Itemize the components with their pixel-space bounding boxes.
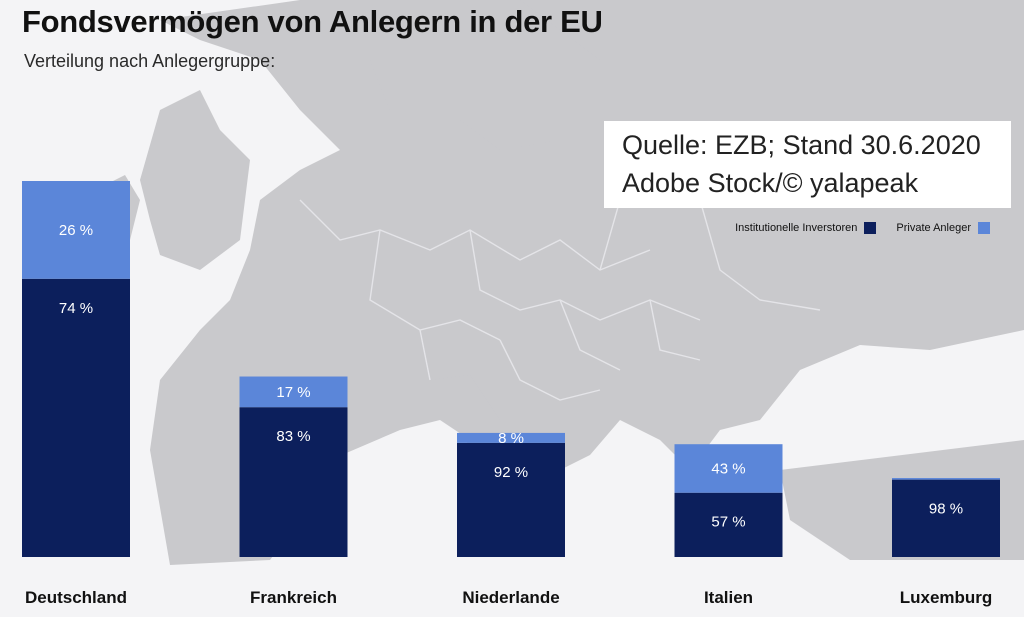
legend-label-institutional: Institutionelle Inverstoren [735,222,858,234]
data-label-private-niederlande: 8 % [498,430,524,447]
legend: Institutionelle Inverstoren Private Anle… [735,222,990,234]
bar-institutional-frankreich [239,407,348,557]
data-label-institutional-luxemburg: 98 % [929,501,963,518]
data-label-private-deutschland: 26 % [59,222,93,239]
chart-title: Fondsvermögen von Anlegern in der EU [22,4,603,39]
data-label-institutional-niederlande: 92 % [494,464,528,481]
bar-institutional-niederlande [457,442,565,557]
category-label-frankreich: Frankreich [250,588,337,607]
legend-label-private: Private Anleger [896,222,971,234]
bar-institutional-italien [674,492,783,557]
category-label-italien: Italien [704,588,753,607]
chart-subtitle: Verteilung nach Anlegergruppe: [24,51,276,71]
bar-institutional-luxemburg [892,479,1000,557]
bar-private-italien [674,444,783,493]
legend-swatch-institutional [864,222,877,234]
data-label-institutional-italien: 57 % [711,514,745,531]
data-label-institutional-deutschland: 74 % [59,300,93,317]
bar-private-frankreich [239,376,348,408]
bar-institutional-deutschland [22,278,130,557]
source-box: Quelle: EZB; Stand 30.6.2020 Adobe Stock… [604,121,1011,208]
data-label-institutional-frankreich: 83 % [276,428,310,445]
bar-private-luxemburg [892,478,1000,480]
legend-swatch-private [978,222,990,234]
category-label-luxemburg: Luxemburg [900,588,993,607]
data-label-private-frankreich: 17 % [276,384,310,401]
source-line-2: Adobe Stock/© yalapeak [622,168,919,198]
bar-private-niederlande [457,432,565,443]
data-label-private-italien: 43 % [711,460,745,477]
source-line-1: Quelle: EZB; Stand 30.6.2020 [622,130,981,160]
map-landmass-britain [140,90,250,270]
category-label-deutschland: Deutschland [25,588,127,607]
category-label-niederlande: Niederlande [462,588,559,607]
map-landmass-scandinavia [360,0,600,150]
bar-private-deutschland [22,181,130,279]
